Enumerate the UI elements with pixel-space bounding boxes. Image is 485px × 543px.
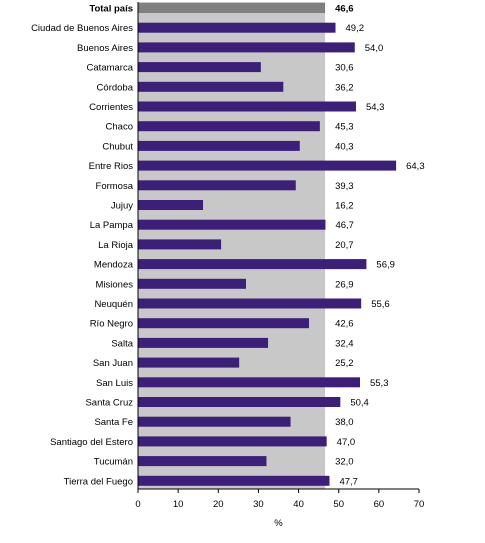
bar-11 [138, 219, 326, 230]
category-label-18: San Juan [93, 358, 133, 369]
x-axis: 0 10 20 30 40 50 60 70 [135, 2, 424, 510]
category-label-19: San Luis [96, 378, 133, 389]
category-labels-group: Total país Ciudad de Buenos Aires Buenos A… [31, 4, 134, 488]
category-label-7: Chubut [102, 141, 133, 152]
value-label-23: 32,0 [335, 457, 354, 468]
category-label-0: Total país [89, 4, 133, 15]
value-label-10: 16,2 [335, 201, 354, 212]
bar-24 [138, 475, 330, 486]
bar-12 [138, 239, 222, 250]
x-axis-title: % [274, 518, 283, 529]
value-label-3: 30,6 [335, 63, 354, 74]
bar-5 [138, 101, 356, 112]
category-label-3: Catamarca [87, 63, 134, 74]
value-label-15: 55,6 [371, 299, 390, 310]
category-label-2: Buenos Aires [77, 43, 133, 54]
value-label-19: 55,3 [370, 378, 389, 389]
category-label-6: Chaco [106, 122, 133, 133]
x-tick-label-0: 0 [135, 499, 140, 510]
bar-7 [138, 140, 300, 151]
category-label-11: La Pampa [90, 220, 134, 231]
category-label-10: Jujuy [111, 201, 133, 212]
value-label-6: 45,3 [335, 122, 354, 133]
value-label-14: 26,9 [335, 279, 354, 290]
value-label-8: 64,3 [406, 161, 425, 172]
bar-6 [138, 121, 320, 132]
bar-13 [138, 259, 367, 270]
bar-20 [138, 397, 341, 407]
bar-18 [138, 357, 240, 368]
category-label-9: Formosa [96, 181, 134, 192]
value-label-24: 47,7 [339, 476, 358, 487]
bar-16 [138, 318, 310, 329]
x-tick-label-5: 50 [333, 499, 344, 510]
bar-8 [138, 160, 397, 171]
category-label-16: Río Negro [90, 319, 133, 330]
category-label-17: Salta [111, 338, 133, 349]
value-label-13: 56,9 [376, 260, 395, 271]
value-label-22: 47,0 [337, 437, 356, 448]
value-label-2: 54,0 [365, 43, 384, 54]
bar-21 [138, 416, 291, 427]
category-label-23: Tucumán [94, 457, 133, 468]
category-label-4: Córdoba [97, 82, 134, 93]
bar-1 [138, 22, 336, 33]
bar-19 [138, 377, 360, 388]
value-label-21: 38,0 [335, 417, 354, 428]
value-label-18: 25,2 [335, 358, 354, 369]
category-label-15: Neuquén [94, 299, 133, 310]
bar-14 [138, 278, 246, 289]
x-tick-label-1: 10 [173, 499, 184, 510]
value-label-4: 36,2 [335, 82, 354, 93]
value-label-17: 32,4 [335, 338, 354, 349]
bar-10 [138, 200, 204, 210]
category-label-13: Mendoza [94, 260, 134, 271]
value-label-7: 40,3 [335, 141, 354, 152]
bar-22 [138, 436, 327, 447]
x-tick-label-7: 70 [414, 499, 425, 510]
category-label-20: Santa Cruz [85, 398, 133, 409]
category-label-14: Misiones [96, 279, 134, 290]
bar-0 [138, 3, 326, 13]
bar-9 [138, 180, 296, 191]
bar-15 [138, 298, 362, 309]
x-tick-label-6: 60 [374, 499, 385, 510]
category-label-24: Tierra del Fuego [64, 476, 133, 487]
value-label-9: 39,3 [335, 181, 354, 192]
value-label-20: 50,4 [350, 398, 369, 409]
value-label-11: 46,7 [335, 220, 354, 231]
bars-group [138, 3, 397, 486]
category-label-22: Santiago del Estero [50, 437, 133, 448]
value-label-5: 54,3 [366, 102, 385, 113]
category-label-12: La Rioja [98, 240, 134, 251]
value-labels-group: 46,6 49,254,0 30,6 36,2 54,3 45,3 40,3 64,3 39,3… [335, 4, 425, 488]
category-label-5: Corrientes [89, 102, 133, 113]
value-label-16: 42,6 [335, 319, 354, 330]
category-label-21: Santa Fe [94, 417, 133, 428]
bar-17 [138, 337, 269, 348]
x-tick-label-2: 20 [213, 499, 224, 510]
category-label-8: Entre Rios [89, 161, 134, 172]
category-label-1: Ciudad de Buenos Aires [31, 23, 133, 34]
bar-23 [138, 456, 267, 467]
value-label-1: 49,2 [346, 23, 365, 34]
value-label-12: 20,7 [335, 240, 354, 251]
bar-4 [138, 81, 284, 92]
value-label-0: 46,6 [335, 4, 354, 15]
bar-2 [138, 42, 355, 53]
bar-3 [138, 62, 261, 73]
x-tick-label-4: 40 [293, 499, 304, 510]
x-tick-label-3: 30 [253, 499, 264, 510]
